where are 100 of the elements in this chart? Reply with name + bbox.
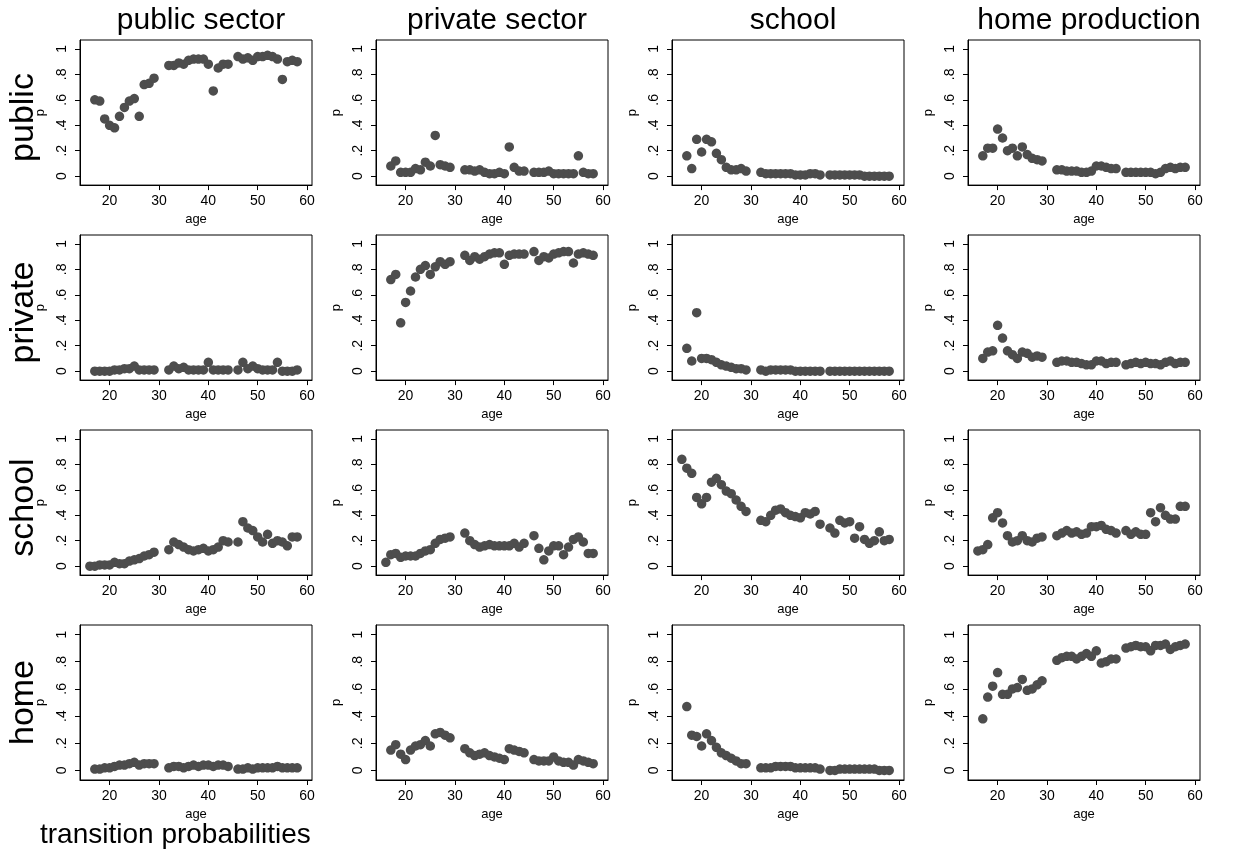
y-tick-label: .6 — [53, 483, 69, 496]
point — [682, 343, 692, 354]
y-tick-label: 0 — [941, 367, 957, 376]
y-tick-label: 0 — [53, 562, 69, 571]
x-tick-label: 60 — [891, 787, 908, 803]
point — [99, 114, 110, 124]
chart-title: public sector — [116, 1, 286, 35]
point — [854, 521, 865, 532]
x-tick-label: 40 — [496, 387, 513, 404]
point — [815, 170, 825, 180]
chart-title: home production — [977, 1, 1201, 35]
chart-title: school — [749, 1, 837, 35]
y-tick-label: .4 — [941, 314, 957, 327]
point — [445, 532, 455, 542]
x-tick-label: 20 — [397, 582, 414, 599]
y-tick-label: .6 — [349, 288, 365, 301]
x-tick-label: 30 — [447, 582, 463, 599]
y-tick-label: .6 — [645, 93, 661, 106]
x-tick-label: 50 — [545, 787, 562, 803]
point — [687, 356, 697, 366]
x-tick-label: 50 — [1137, 387, 1154, 404]
x-tick-label: 40 — [496, 192, 513, 209]
point — [568, 258, 579, 268]
point — [405, 286, 416, 296]
x-tick-label: 50 — [249, 387, 266, 404]
y-tick-label: .6 — [53, 288, 69, 301]
y-tick-label: .8 — [53, 263, 69, 276]
y-tick-label: .4 — [941, 710, 957, 722]
point — [420, 260, 431, 271]
point — [706, 137, 717, 147]
x-tick-label: 50 — [249, 582, 266, 599]
y-tick-label: .4 — [349, 509, 365, 522]
x-axis-title: age — [185, 406, 207, 421]
point — [233, 537, 243, 547]
point — [519, 748, 529, 758]
x-tick-label: 60 — [1187, 387, 1204, 404]
x-tick-label: 40 — [496, 787, 513, 803]
point — [292, 365, 302, 375]
x-tick-label: 60 — [891, 582, 908, 599]
x-tick-label: 20 — [693, 582, 710, 599]
point — [682, 701, 692, 712]
point — [1091, 646, 1102, 656]
y-axis-title: p — [920, 498, 936, 507]
y-tick-label: .2 — [53, 339, 69, 352]
point — [1012, 353, 1023, 364]
x-tick-label: 40 — [792, 787, 809, 803]
x-tick-label: 20 — [989, 582, 1006, 599]
point — [425, 741, 436, 751]
x-tick-label: 60 — [299, 387, 316, 404]
x-tick-label: 30 — [743, 192, 759, 209]
y-tick-label: .6 — [941, 93, 957, 106]
x-tick-label: 20 — [397, 387, 414, 404]
x-tick-label: 60 — [595, 192, 612, 209]
x-axis-title: age — [777, 211, 799, 226]
y-tick-label: 0 — [349, 766, 365, 775]
y-tick-label: .2 — [349, 737, 365, 750]
point — [987, 681, 998, 691]
point — [1037, 532, 1047, 542]
point — [164, 544, 174, 555]
y-tick-label: 1 — [941, 630, 957, 639]
y-tick-label: .2 — [645, 737, 661, 750]
x-tick-label: 60 — [1187, 582, 1204, 599]
point — [1145, 507, 1156, 518]
x-tick-label: 50 — [545, 387, 562, 404]
point — [992, 320, 1003, 331]
x-axis-title: age — [1073, 211, 1095, 226]
x-tick-label: 40 — [792, 192, 809, 209]
x-tick-label: 40 — [200, 787, 217, 803]
point — [706, 735, 717, 746]
point — [884, 534, 894, 545]
x-tick-label: 30 — [447, 192, 463, 209]
point — [381, 557, 391, 568]
y-axis-title: p — [624, 303, 640, 312]
y-tick-label: .2 — [53, 737, 69, 750]
point — [983, 692, 993, 702]
x-axis-title: age — [1073, 805, 1095, 821]
x-tick-label: 40 — [200, 192, 217, 209]
x-tick-label: 50 — [841, 582, 858, 599]
y-tick-label: .6 — [53, 682, 69, 695]
x-tick-label: 30 — [447, 387, 463, 404]
y-tick-label: .4 — [645, 509, 661, 522]
point — [696, 741, 707, 751]
point — [1017, 674, 1028, 685]
point — [272, 54, 283, 64]
y-tick-label: .2 — [645, 339, 661, 352]
y-tick-label: .8 — [941, 655, 957, 668]
x-tick-label: 20 — [693, 387, 710, 404]
y-tick-label: 0 — [349, 172, 365, 181]
x-tick-label: 50 — [1137, 787, 1154, 803]
y-tick-label: 1 — [941, 44, 957, 53]
y-tick-label: 1 — [349, 44, 365, 53]
y-tick-label: 1 — [645, 630, 661, 639]
y-tick-label: .8 — [349, 68, 365, 81]
point — [391, 156, 401, 166]
point — [1155, 502, 1166, 513]
point — [701, 492, 712, 503]
y-tick-label: .4 — [53, 509, 69, 522]
x-tick-label: 20 — [397, 787, 414, 803]
point — [1150, 516, 1161, 527]
point — [696, 499, 707, 509]
